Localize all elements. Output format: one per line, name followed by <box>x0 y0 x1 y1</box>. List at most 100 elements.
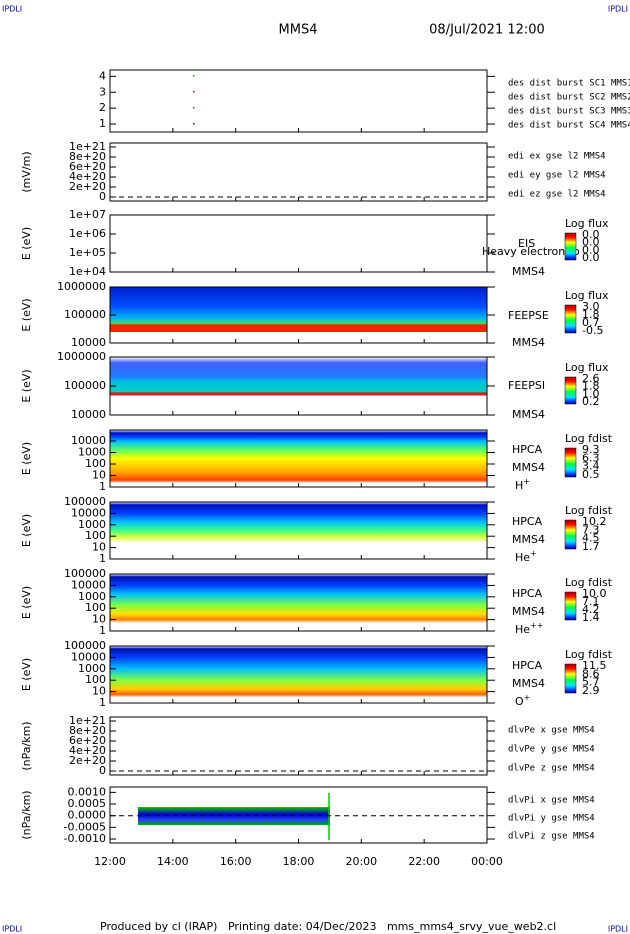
y-tick-label: 10000 <box>71 506 106 519</box>
colorbar-label: 0.5 <box>582 468 600 481</box>
y-tick-label: 1 <box>99 117 106 130</box>
spectrogram <box>110 646 487 703</box>
colorbar-label: 9.3 <box>582 443 600 456</box>
y-axis-label: (mV/m) <box>20 151 33 192</box>
legend-label: des dist burst SC4 MMS4 <box>508 121 630 131</box>
colorbar-label: 1.4 <box>582 611 600 624</box>
spectrogram <box>110 357 487 415</box>
burst-dot <box>193 123 195 125</box>
y-tick-label: 10 <box>92 685 106 698</box>
date: 08/Jul/2021 12:00 <box>429 23 545 38</box>
mission: MMS4 <box>512 408 545 421</box>
colorbar-title: Log flux <box>565 361 609 374</box>
colorbar-label: 0.0 <box>582 243 600 256</box>
legend-label: des dist burst SC2 MMS2 <box>508 93 630 103</box>
legend-label: dlvPi y gse MMS4 <box>508 814 595 824</box>
y-tick-label: 1000000 <box>57 350 106 363</box>
colorbar <box>564 447 577 478</box>
y-tick-label: 4 <box>99 69 106 82</box>
colorbar-label: 4.2 <box>582 603 600 616</box>
colorbar-title: Log flux <box>565 289 609 302</box>
panel-frame <box>109 69 488 133</box>
species-charge: + <box>530 549 537 558</box>
y-tick-label: 3 <box>99 85 106 98</box>
colorbar <box>564 232 577 261</box>
y-tick-label: 1e+05 <box>69 246 106 259</box>
colorbar-label: 0.0 <box>582 236 600 249</box>
y-axis-label: E (eV) <box>20 514 33 547</box>
footer: Produced by cl (IRAP) Printing date: 04/… <box>100 920 556 933</box>
y-tick-label: 10000 <box>71 578 106 591</box>
y-tick-label: 1e+04 <box>69 265 106 278</box>
x-tick-label: 16:00 <box>220 855 252 868</box>
colorbar-label: 10.2 <box>582 515 607 528</box>
species-name: He <box>515 551 530 564</box>
legend-label: dlvPi z gse MMS4 <box>508 832 595 842</box>
y-axis-label: E (eV) <box>20 298 33 331</box>
y-tick-label: 1000 <box>78 662 106 675</box>
colorbar-title: Log fdist <box>565 648 613 661</box>
species: He+ <box>515 549 537 565</box>
panel-frame <box>109 142 488 202</box>
y-tick-label: 1000 <box>78 518 106 531</box>
colorbar-label: 3.4 <box>582 460 600 473</box>
x-tick-label: 12:00 <box>94 855 126 868</box>
x-tick-label: 18:00 <box>283 855 315 868</box>
colorbar-label: 0.0 <box>582 228 600 241</box>
y-tick-label: 2e+20 <box>69 180 106 193</box>
y-tick-label: 10000 <box>71 650 106 663</box>
species-name: He <box>515 623 530 636</box>
y-tick-label: 0.0010 <box>68 785 107 798</box>
note: Heavy electron to <box>482 245 580 258</box>
corner-label: IPDLI <box>608 925 628 934</box>
y-axis-label: E (eV) <box>20 658 33 691</box>
colorbar-title: Log fdist <box>565 432 613 445</box>
y-tick-label: 0 <box>99 764 106 777</box>
legend-label: edi ex gse l2 MMS4 <box>508 152 606 162</box>
y-tick-label: 6e+20 <box>69 734 106 747</box>
colorbar-label: 0.7 <box>582 316 600 329</box>
y-tick-label: 1 <box>99 552 106 565</box>
legend-label: dlvPi x gse MMS4 <box>508 796 595 806</box>
colorbar-label: 0.0 <box>582 251 600 264</box>
colorbar-label: 2.9 <box>582 684 600 697</box>
instrument: HPCA <box>512 515 543 528</box>
y-tick-label: 1 <box>99 696 106 709</box>
y-tick-label: 4e+20 <box>69 170 106 183</box>
y-tick-label: 100 <box>85 673 106 686</box>
species-charge: + <box>523 477 530 486</box>
mission: MMS4 <box>512 336 545 349</box>
corner-label: IPDLI <box>2 5 22 14</box>
signal-band <box>138 807 330 825</box>
mission: MMS4 <box>512 677 545 690</box>
burst-dot <box>193 91 195 93</box>
colorbar-label: 8.6 <box>582 667 600 680</box>
y-tick-label: 100000 <box>64 639 106 652</box>
species: He++ <box>515 621 543 637</box>
y-tick-label: 1000000 <box>57 280 106 293</box>
y-tick-label: 8e+20 <box>69 724 106 737</box>
y-tick-label: -0.0010 <box>64 832 106 845</box>
colorbar-label: 11.5 <box>582 659 607 672</box>
spectrogram <box>110 287 487 343</box>
species-charge: + <box>524 693 531 702</box>
y-axis-label: E (eV) <box>20 369 33 402</box>
y-tick-label: 10000 <box>71 434 106 447</box>
species: H+ <box>515 477 530 493</box>
colorbar-label: 3.0 <box>582 300 600 313</box>
y-tick-label: 8e+20 <box>69 150 106 163</box>
y-tick-label: 1e+21 <box>69 140 106 153</box>
y-tick-label: 100000 <box>64 495 106 508</box>
species-name: O <box>515 695 524 708</box>
y-tick-label: 10 <box>92 541 106 554</box>
y-tick-label: 10000 <box>71 336 106 349</box>
colorbar <box>564 304 577 334</box>
y-tick-label: 10 <box>92 468 106 481</box>
legend-label: dlvPe x gse MMS4 <box>508 726 595 736</box>
colorbar <box>564 519 577 550</box>
y-axis-label: E (eV) <box>20 227 33 260</box>
y-tick-label: 100000 <box>64 308 106 321</box>
x-tick-label: 22:00 <box>408 855 440 868</box>
instrument: EIS <box>518 237 535 250</box>
